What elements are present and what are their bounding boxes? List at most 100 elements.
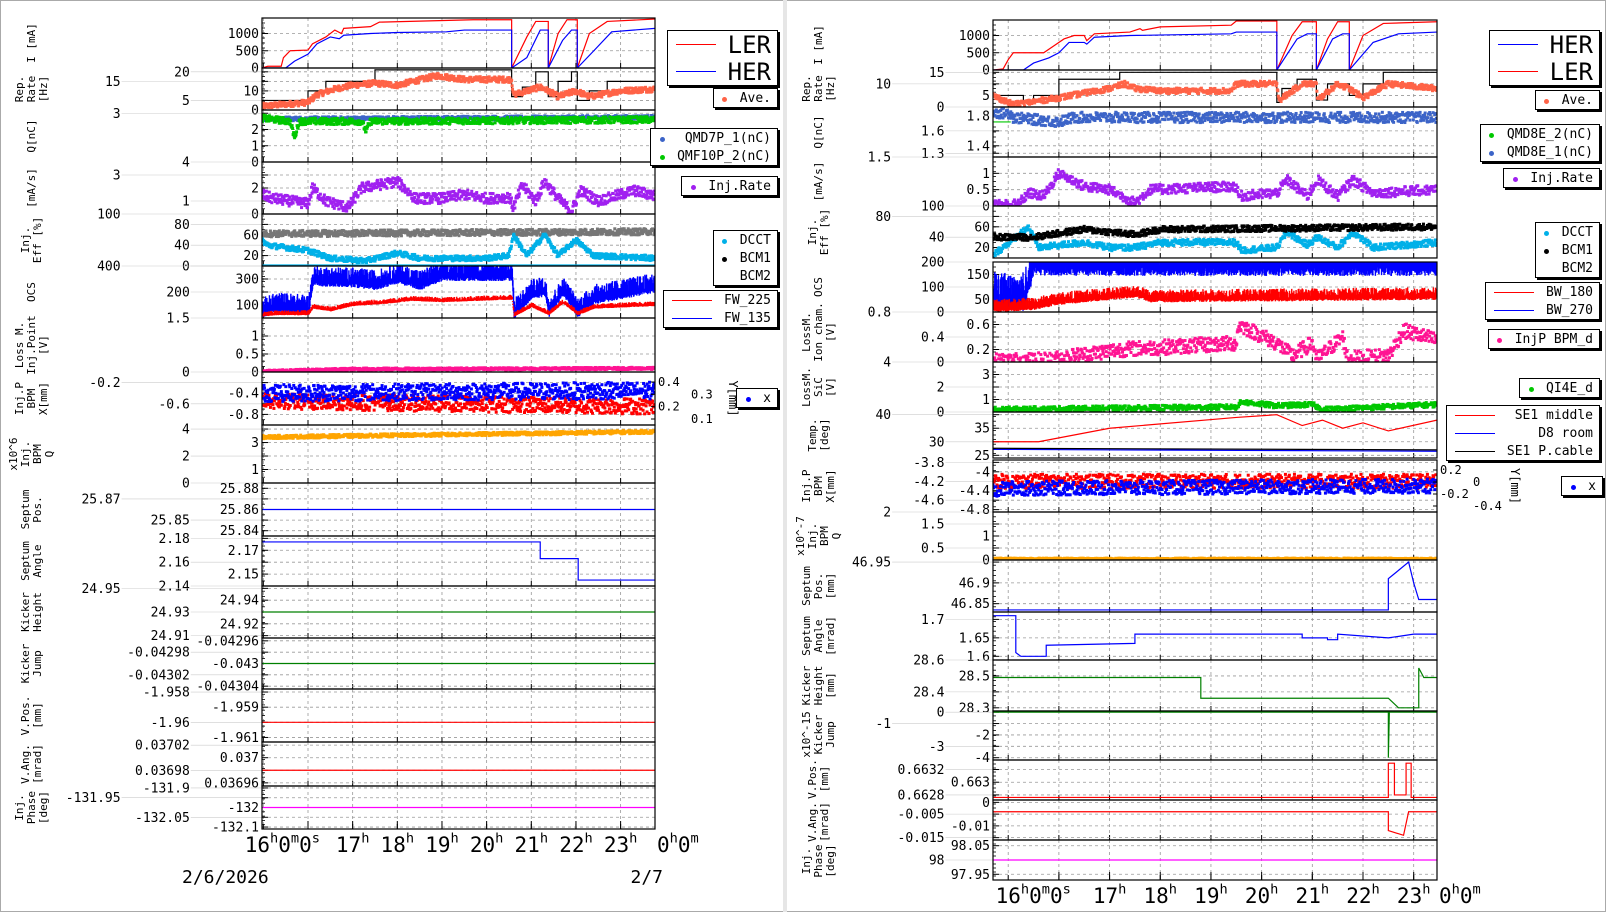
data-point xyxy=(593,201,597,205)
data-point xyxy=(514,238,518,242)
data-point xyxy=(360,184,364,188)
data-point xyxy=(291,194,295,198)
data-point xyxy=(482,76,486,80)
data-point xyxy=(640,190,644,194)
data-point xyxy=(317,93,321,97)
data-point xyxy=(306,233,310,237)
data-point xyxy=(416,228,420,232)
data-point xyxy=(302,250,306,254)
data-point xyxy=(424,118,428,122)
data-point xyxy=(455,77,459,81)
data-point xyxy=(647,189,651,193)
data-point xyxy=(540,181,544,185)
data-point xyxy=(641,90,645,94)
data-point xyxy=(276,197,280,201)
data-point xyxy=(543,115,547,119)
data-point xyxy=(653,115,655,119)
data-point xyxy=(393,182,397,186)
data-point xyxy=(606,89,610,93)
data-point xyxy=(353,193,357,197)
data-point xyxy=(434,229,438,233)
data-point xyxy=(561,116,565,120)
data-point xyxy=(381,82,385,86)
data-point xyxy=(498,199,502,203)
data-point xyxy=(264,197,268,201)
data-point xyxy=(557,229,561,233)
data-point xyxy=(262,113,265,117)
data-point xyxy=(307,198,311,202)
data-point xyxy=(382,182,386,186)
data-point xyxy=(521,185,525,189)
data-point xyxy=(623,121,627,125)
data-point xyxy=(535,233,539,237)
data-point xyxy=(306,199,310,203)
data-point xyxy=(437,73,441,77)
data-point xyxy=(439,255,443,259)
data-point xyxy=(476,232,480,236)
data-point xyxy=(635,189,639,193)
data-point xyxy=(646,257,650,261)
series-dcct xyxy=(262,232,655,265)
data-point xyxy=(391,117,395,121)
data-point xyxy=(611,116,615,120)
data-point xyxy=(379,178,383,182)
data-point xyxy=(539,240,543,244)
data-point xyxy=(568,88,572,92)
data-point xyxy=(463,231,467,235)
data-point xyxy=(413,196,417,200)
data-point xyxy=(484,254,488,258)
data-point xyxy=(509,199,513,203)
data-point xyxy=(509,244,513,248)
data-point xyxy=(510,116,514,120)
data-point xyxy=(491,198,495,202)
data-point xyxy=(322,195,326,199)
data-point xyxy=(452,74,456,78)
data-point xyxy=(628,186,632,190)
data-point xyxy=(598,119,602,123)
data-point xyxy=(644,253,648,257)
data-point xyxy=(281,229,285,233)
data-point xyxy=(639,115,643,119)
data-point xyxy=(428,73,432,77)
data-point xyxy=(492,233,496,237)
data-point xyxy=(497,80,501,84)
data-point xyxy=(274,235,278,239)
data-point xyxy=(412,78,416,82)
data-point xyxy=(411,199,415,203)
data-point xyxy=(400,119,404,123)
data-point xyxy=(281,202,285,206)
data-point xyxy=(443,192,447,196)
data-point xyxy=(301,103,305,107)
data-point xyxy=(423,199,427,203)
data-point xyxy=(470,228,474,232)
series-inj-rate xyxy=(262,175,655,214)
data-point xyxy=(483,191,487,195)
data-point xyxy=(306,120,310,124)
data-point xyxy=(588,189,592,193)
data-point xyxy=(563,90,567,94)
data-point xyxy=(513,206,517,210)
data-point xyxy=(397,229,401,233)
data-point xyxy=(326,235,329,239)
data-point xyxy=(349,233,353,237)
data-point xyxy=(351,198,355,202)
data-point xyxy=(503,117,507,121)
data-point xyxy=(399,122,403,126)
data-point xyxy=(636,91,640,95)
data-point xyxy=(543,230,547,234)
data-point xyxy=(547,230,551,234)
data-point xyxy=(434,198,438,202)
data-point xyxy=(319,252,323,256)
data-point xyxy=(388,181,392,185)
data-point xyxy=(489,195,493,199)
data-point xyxy=(652,192,655,196)
data-point xyxy=(438,233,442,237)
data-point xyxy=(275,115,279,119)
data-point xyxy=(385,83,389,87)
data-point xyxy=(430,195,434,199)
data-point xyxy=(376,181,380,185)
data-point xyxy=(287,198,291,202)
data-point xyxy=(509,80,513,84)
data-point xyxy=(474,75,478,79)
data-point xyxy=(306,246,310,250)
